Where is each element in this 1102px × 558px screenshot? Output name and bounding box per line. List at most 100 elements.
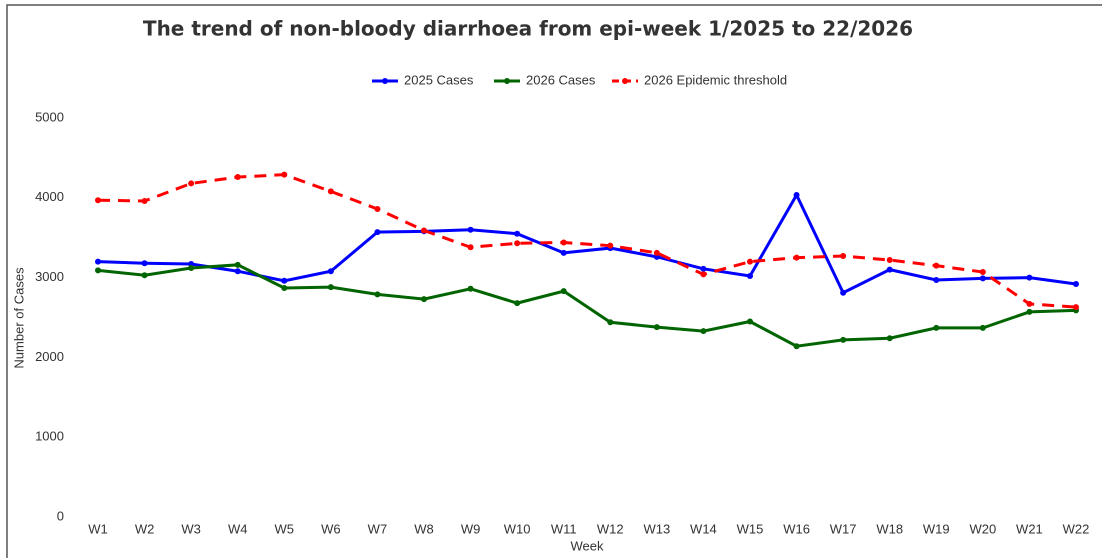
x-tick-label: W2 — [135, 521, 155, 536]
y-axis-label: Number of Cases — [11, 267, 26, 369]
x-tick-label: W12 — [597, 521, 624, 536]
data-point — [793, 343, 800, 350]
data-point — [979, 324, 986, 331]
data-point — [281, 171, 288, 178]
data-point — [467, 226, 474, 233]
data-point — [840, 253, 847, 260]
data-point — [514, 230, 521, 237]
x-tick-label: W3 — [181, 521, 201, 536]
data-point — [840, 289, 847, 296]
data-point — [1026, 274, 1033, 281]
series-line — [97, 173, 1077, 309]
data-point — [467, 285, 474, 292]
data-point — [560, 239, 567, 246]
x-axis-label: Week — [571, 538, 604, 553]
data-point — [840, 336, 847, 343]
series-line — [97, 263, 1077, 348]
data-point — [234, 261, 241, 268]
data-point — [653, 249, 660, 256]
data-point — [188, 265, 195, 272]
data-point — [979, 275, 986, 282]
data-point — [1026, 308, 1033, 315]
y-tick-label: 2000 — [35, 349, 64, 364]
x-tick-label: W1 — [88, 521, 108, 536]
legend-label: 2026 Cases — [526, 72, 596, 87]
data-point — [514, 240, 521, 247]
data-point — [374, 205, 381, 212]
x-tick-label: W5 — [275, 521, 295, 536]
data-point — [1026, 300, 1033, 307]
data-point — [95, 258, 101, 265]
data-point — [1073, 304, 1079, 311]
data-point — [747, 273, 753, 280]
y-tick-label: 3000 — [35, 269, 64, 284]
data-point — [793, 254, 800, 261]
x-tick-label: W19 — [923, 521, 950, 536]
data-point — [747, 318, 753, 325]
data-point — [374, 229, 381, 236]
data-point — [281, 277, 288, 284]
data-point — [560, 288, 567, 295]
legend-label: 2025 Cases — [404, 72, 474, 87]
legend-marker — [622, 78, 628, 84]
data-point — [933, 262, 940, 269]
x-tick-label: W9 — [461, 521, 481, 536]
x-tick-label: W15 — [737, 521, 764, 536]
data-point — [933, 324, 940, 331]
y-tick-label: 5000 — [35, 109, 64, 124]
x-tick-label: W21 — [1016, 521, 1043, 536]
y-tick-label: 1000 — [35, 429, 64, 444]
data-point — [281, 284, 288, 291]
data-point — [327, 268, 334, 275]
data-point — [188, 180, 195, 187]
data-point — [234, 268, 241, 275]
x-tick-label: W18 — [876, 521, 903, 536]
x-tick-label: W7 — [368, 521, 388, 536]
data-point — [747, 258, 753, 265]
data-point — [560, 249, 567, 256]
data-point — [1073, 280, 1079, 287]
data-point — [700, 328, 707, 335]
x-tick-label: W14 — [690, 521, 717, 536]
data-point — [793, 192, 800, 199]
data-point — [95, 267, 101, 274]
data-point — [141, 272, 148, 279]
data-point — [700, 265, 707, 272]
data-point — [141, 197, 148, 204]
data-point — [933, 276, 940, 283]
legend-marker — [382, 78, 388, 84]
data-point — [886, 335, 893, 342]
data-point — [607, 242, 614, 249]
data-point — [514, 300, 521, 307]
data-point — [95, 197, 101, 204]
data-point — [234, 174, 241, 181]
data-point — [886, 257, 893, 264]
x-tick-label: W17 — [830, 521, 857, 536]
data-point — [886, 266, 893, 273]
data-point — [979, 269, 986, 276]
legend-label: 2026 Epidemic threshold — [644, 72, 787, 87]
x-tick-label: W6 — [321, 521, 341, 536]
data-point — [421, 296, 427, 303]
x-tick-label: W8 — [414, 521, 434, 536]
data-point — [141, 260, 148, 267]
data-point — [374, 291, 381, 298]
data-point — [327, 188, 334, 195]
data-point — [653, 324, 660, 331]
y-tick-label: 4000 — [35, 189, 64, 204]
legend-marker — [504, 78, 510, 84]
data-point — [607, 319, 614, 326]
data-point — [700, 271, 707, 278]
x-tick-label: W22 — [1063, 521, 1090, 536]
frame — [6, 4, 1102, 558]
x-tick-label: W4 — [228, 521, 248, 536]
y-tick-label: 0 — [57, 508, 64, 523]
data-point — [421, 227, 427, 234]
x-tick-label: W11 — [551, 521, 577, 536]
x-tick-label: W20 — [969, 521, 996, 536]
data-point — [467, 244, 474, 251]
x-tick-label: W16 — [783, 521, 810, 536]
data-point — [327, 284, 334, 291]
chart-title: The trend of non-bloody diarrhoea from e… — [143, 17, 913, 41]
